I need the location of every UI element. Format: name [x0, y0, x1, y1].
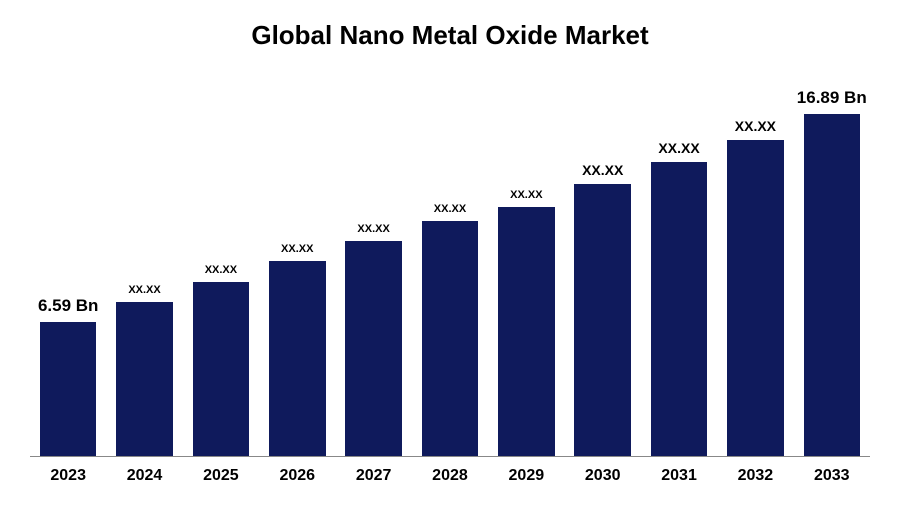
bar-value-label: 6.59 Bn	[38, 296, 98, 316]
x-axis-label: 2027	[335, 467, 411, 485]
bar-value-label: xx.xx	[357, 223, 389, 235]
x-axis: 2023 2024 2025 2026 2027 2028 2029 2030 …	[30, 467, 870, 485]
bar	[345, 241, 402, 456]
chart-container: Global Nano Metal Oxide Market 6.59 Bn x…	[0, 0, 900, 525]
x-axis-label: 2028	[412, 467, 488, 485]
x-axis-label: 2024	[106, 467, 182, 485]
bar-value-label: xx.xx	[128, 284, 160, 296]
bar	[422, 221, 479, 456]
bar	[193, 282, 250, 456]
bar-value-label: xx.xx	[434, 203, 466, 215]
bar-value-label: XX.XX	[658, 140, 699, 156]
bar-value-label: 16.89 Bn	[797, 88, 867, 108]
bar	[574, 184, 631, 456]
x-axis-label: 2029	[488, 467, 564, 485]
bar-group: xx.xx	[259, 81, 335, 456]
bar	[269, 261, 326, 456]
bar-group: XX.XX	[565, 81, 641, 456]
bar	[498, 207, 555, 456]
bar-group: xx.xx	[106, 81, 182, 456]
bar-value-label: xx.xx	[281, 243, 313, 255]
bar-group: xx.xx	[412, 81, 488, 456]
x-axis-label: 2023	[30, 467, 106, 485]
chart-title: Global Nano Metal Oxide Market	[30, 20, 870, 51]
bar-value-label: XX.XX	[735, 118, 776, 134]
bar	[40, 322, 97, 456]
bar-group: XX.XX	[641, 81, 717, 456]
x-axis-label: 2032	[717, 467, 793, 485]
x-axis-label: 2033	[794, 467, 870, 485]
bar-group: 16.89 Bn	[794, 81, 870, 456]
plot-area: 6.59 Bn xx.xx xx.xx xx.xx xx.xx xx.xx xx…	[30, 81, 870, 457]
bar	[804, 114, 861, 456]
bar-group: xx.xx	[488, 81, 564, 456]
bar	[116, 302, 173, 456]
x-axis-label: 2031	[641, 467, 717, 485]
bar-value-label: xx.xx	[205, 264, 237, 276]
x-axis-label: 2030	[565, 467, 641, 485]
bar	[651, 162, 708, 456]
bar-value-label: xx.xx	[510, 189, 542, 201]
x-axis-label: 2026	[259, 467, 335, 485]
bar-group: xx.xx	[335, 81, 411, 456]
bar-value-label: XX.XX	[582, 162, 623, 178]
x-axis-label: 2025	[183, 467, 259, 485]
bar-group: xx.xx	[183, 81, 259, 456]
bar	[727, 140, 784, 456]
bar-group: 6.59 Bn	[30, 81, 106, 456]
bar-group: XX.XX	[717, 81, 793, 456]
